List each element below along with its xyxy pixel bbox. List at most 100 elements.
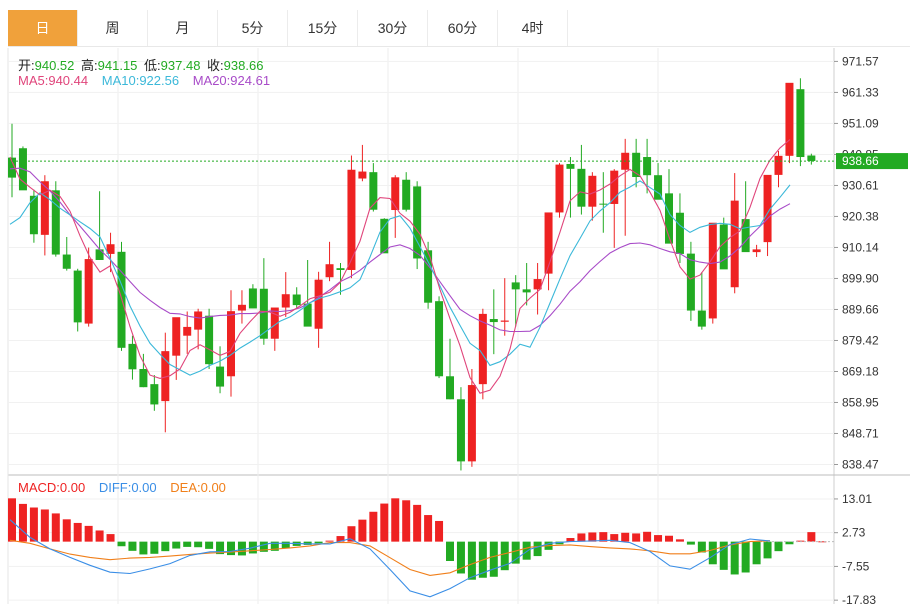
candle-body: [358, 171, 367, 179]
macd-bar: [237, 541, 246, 556]
macd-bar: [358, 519, 367, 542]
tab-4hour[interactable]: 4时: [498, 10, 568, 46]
macd-bar: [763, 541, 772, 559]
macd-bar: [456, 541, 465, 574]
candle-body: [369, 172, 378, 210]
candle-body: [29, 195, 38, 235]
macd-bar: [8, 498, 16, 542]
macd-bar: [161, 541, 170, 552]
macd-bar: [95, 530, 104, 542]
macd-bar: [172, 541, 181, 549]
macd-bar: [730, 541, 739, 575]
tab-30min[interactable]: 30分: [358, 10, 428, 46]
candle-body: [686, 253, 695, 311]
candle-body: [292, 294, 301, 306]
y-tick-label: 920.38: [842, 209, 879, 223]
macd-bar: [40, 509, 49, 542]
candle-body: [259, 288, 268, 339]
candle-body: [599, 203, 608, 205]
candle-body: [380, 218, 389, 254]
candle-body: [95, 249, 104, 260]
macd-info: MACD:0.00 DIFF:0.00 DEA:0.00: [18, 480, 229, 495]
candle-body: [544, 212, 553, 274]
y-tick-label: 951.09: [842, 116, 879, 130]
candle-body: [774, 155, 783, 175]
macd-bar: [818, 541, 827, 543]
candle-body: [675, 212, 684, 254]
tab-month[interactable]: 月: [148, 10, 218, 46]
macd-bar: [643, 531, 652, 542]
candle-body: [194, 311, 203, 330]
candle-body: [336, 268, 345, 270]
macd-tick-label: 13.01: [842, 492, 872, 506]
candle-body: [610, 170, 619, 204]
y-tick-label: 971.57: [842, 54, 879, 68]
macd-bar: [577, 533, 586, 542]
macd-bar: [128, 541, 137, 551]
macd-bar: [489, 541, 498, 577]
macd-bar: [467, 541, 476, 580]
candle-body: [237, 304, 246, 311]
macd-bar: [686, 541, 695, 545]
macd-bar: [314, 541, 323, 544]
candle-body: [128, 343, 137, 370]
ma20-label: MA20:: [192, 73, 231, 88]
macd-bar: [752, 541, 761, 565]
macd-bar: [139, 541, 148, 555]
dea-line: [9, 539, 771, 576]
diff-line: [9, 519, 771, 598]
macd-bar: [216, 541, 225, 555]
tab-60min[interactable]: 60分: [428, 10, 498, 46]
candle-body: [719, 224, 728, 270]
candle-body: [73, 270, 82, 323]
candle-body: [566, 163, 575, 169]
macd-bar: [741, 541, 750, 573]
candle-body: [270, 307, 279, 339]
dea-value: 0.00: [200, 480, 226, 495]
candle-body: [139, 369, 148, 388]
candle-body: [183, 326, 192, 336]
ma10-label: MA10:: [101, 73, 140, 88]
candle-body: [281, 294, 290, 308]
macd-bar: [533, 541, 542, 557]
candle-body: [643, 157, 652, 176]
candle-body: [708, 222, 717, 319]
y-tick-label: 869.18: [842, 364, 879, 378]
macd-bar: [719, 541, 728, 570]
low-label: 低:: [144, 58, 161, 73]
tab-15min[interactable]: 15分: [288, 10, 358, 46]
macd-label: MACD:: [18, 480, 60, 495]
low-value: 937.48: [160, 58, 201, 73]
y-tick-label: 848.71: [842, 426, 879, 440]
macd-bar: [227, 541, 235, 556]
close-value: 938.66: [223, 58, 264, 73]
macd-bar: [807, 532, 816, 542]
candle-body: [533, 279, 542, 290]
candle-body: [172, 317, 181, 356]
macd-tick-label: -7.55: [842, 559, 870, 573]
ma-info: MA5:940.44 MA10:922.56 MA20:924.61: [18, 73, 273, 88]
candle-body: [632, 152, 641, 178]
candle-body: [391, 177, 400, 211]
candle-body: [785, 82, 794, 156]
macd-bar: [654, 535, 663, 542]
macd-bar: [446, 541, 454, 562]
macd-tick-label: -17.83: [842, 593, 876, 607]
tab-day[interactable]: 日: [8, 10, 78, 46]
candle-body: [522, 289, 531, 293]
candle-body: [205, 315, 214, 365]
tab-5min[interactable]: 5分: [218, 10, 288, 46]
macd-bar: [183, 541, 192, 547]
candle-body: [161, 351, 170, 402]
candle-body: [588, 175, 597, 207]
candle-body: [489, 319, 498, 323]
tab-week[interactable]: 周: [78, 10, 148, 46]
diff-value: 0.00: [131, 480, 157, 495]
dea-label: DEA:: [170, 480, 201, 495]
candle-body: [665, 193, 673, 244]
y-tick-label: 838.47: [842, 457, 879, 471]
macd-bar: [259, 541, 268, 552]
macd-bar: [785, 541, 794, 545]
candle-body: [227, 311, 235, 377]
